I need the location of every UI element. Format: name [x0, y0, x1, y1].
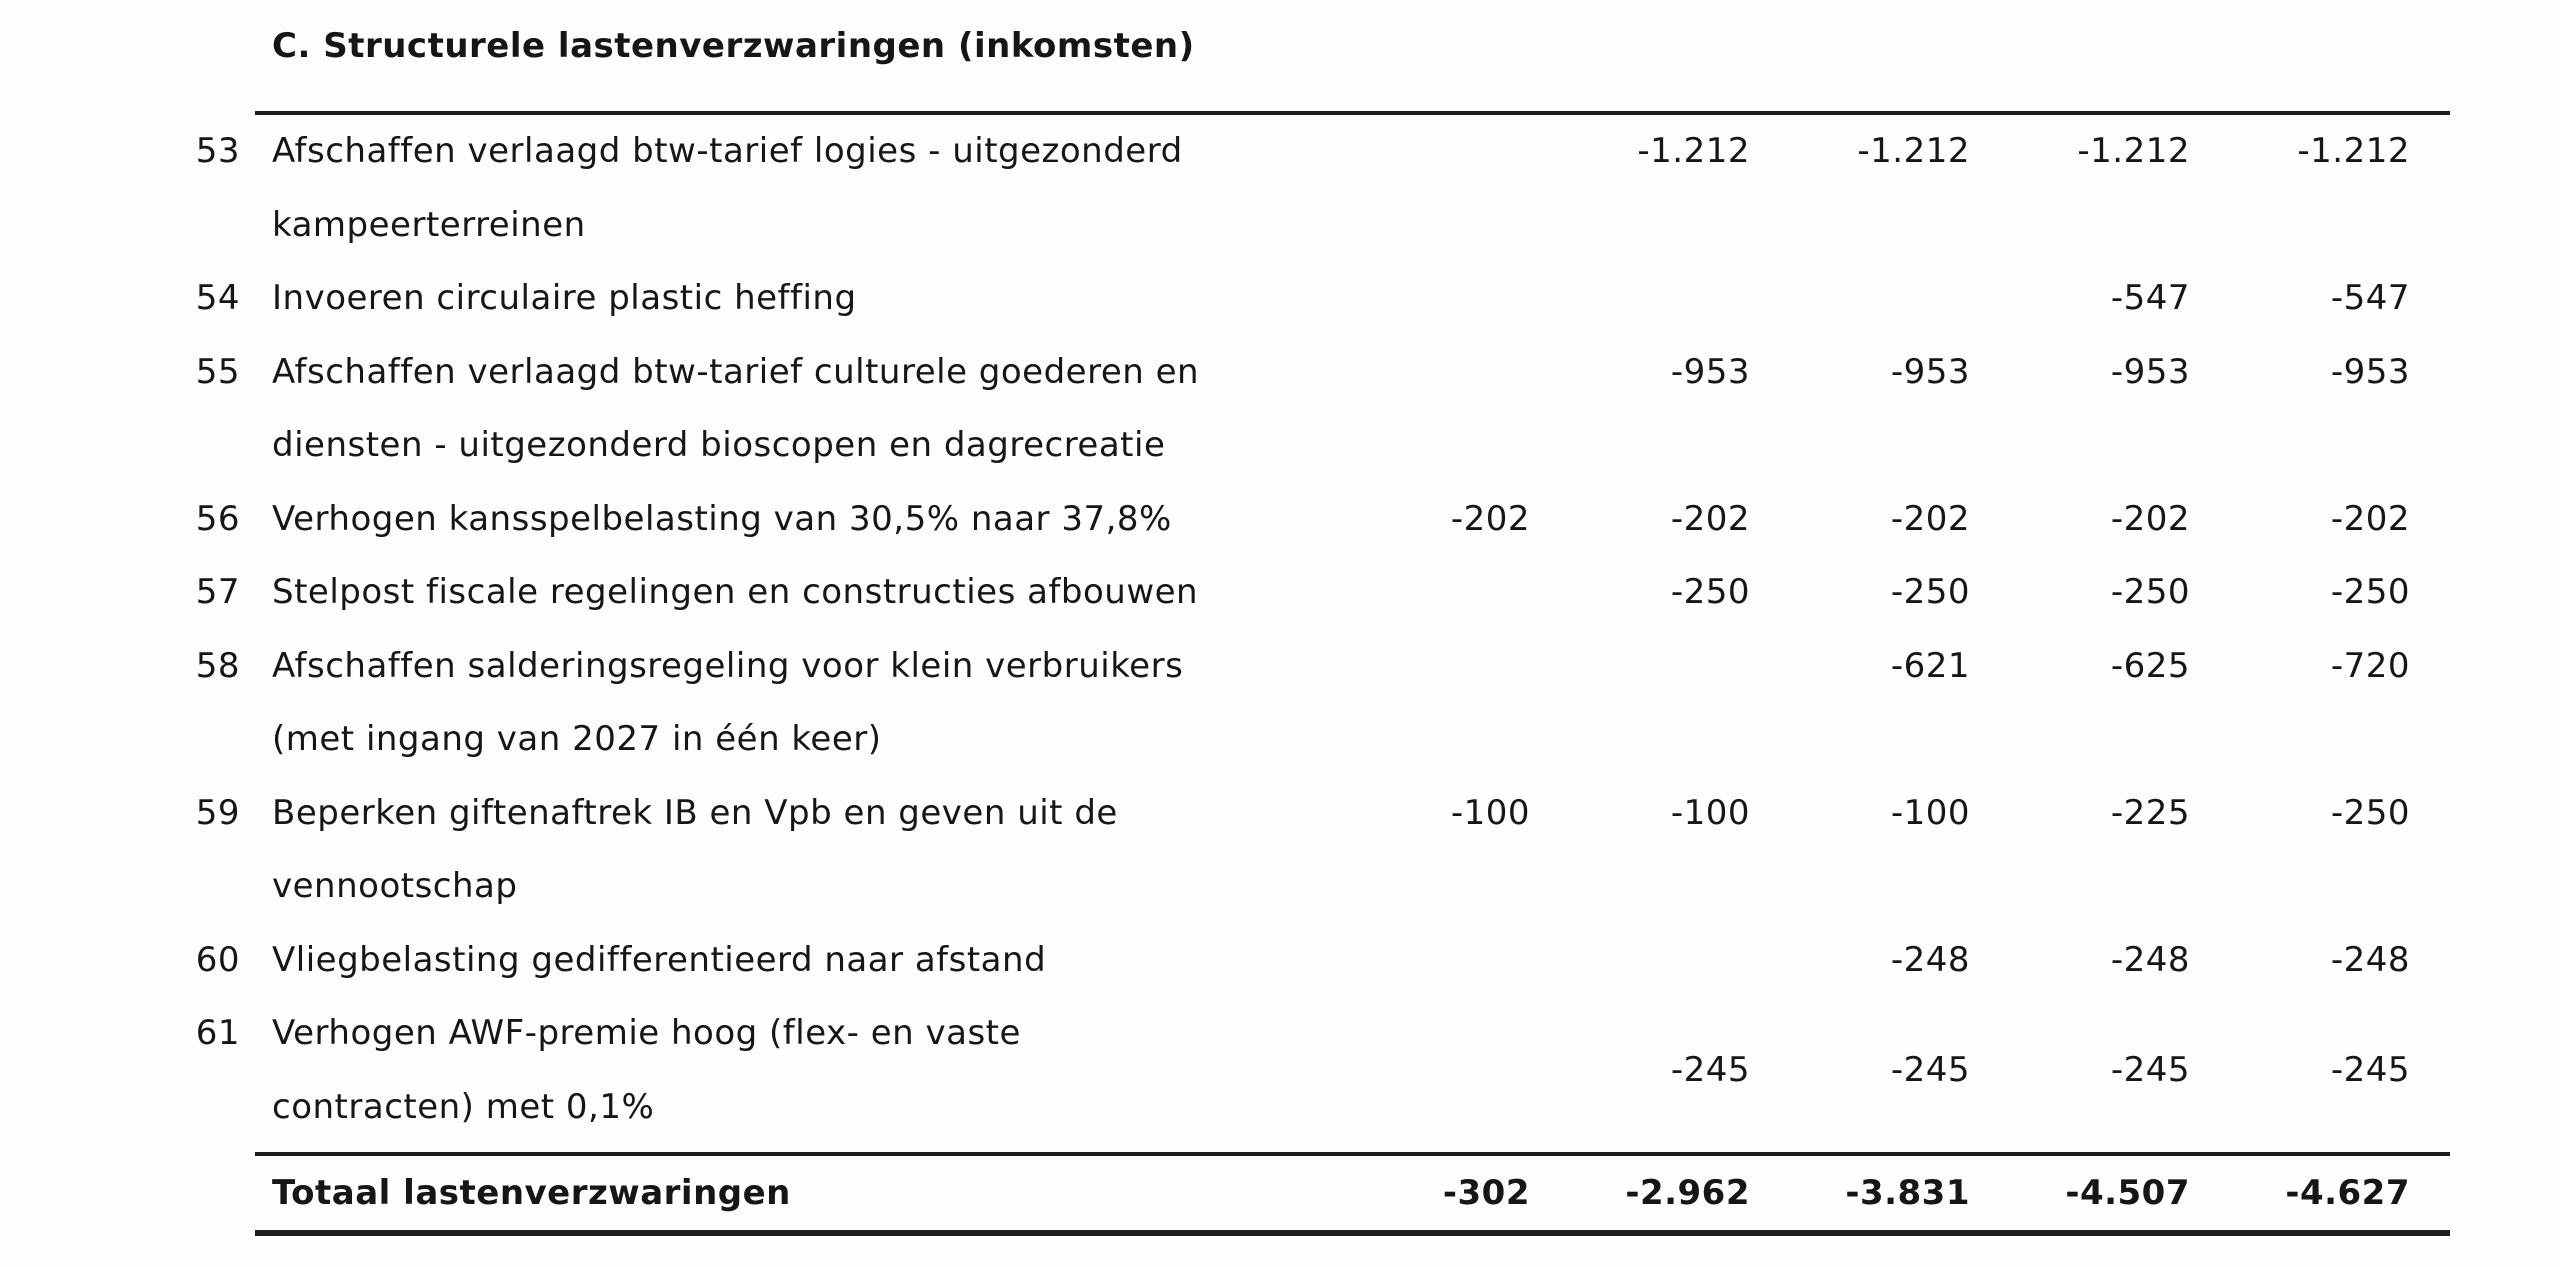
header-rule [255, 111, 2450, 115]
value-cell: -1.212 [1637, 131, 1750, 171]
table-row-59: 59 Beperken giftenaftrek IB en Vpb en ge… [190, 777, 2450, 924]
value-cell: -100 [1890, 792, 1970, 833]
description-line: Beperken giftenaftrek IB en Vpb en geven… [272, 792, 1118, 833]
row-number: 57 [195, 572, 240, 612]
description-line: kampeerterreinen [272, 204, 586, 245]
value-cell: -250 [2330, 572, 2410, 612]
table-row-58: 58 Afschaffen salderingsregeling voor kl… [190, 630, 2450, 777]
value-cell: -547 [2110, 278, 2190, 318]
budget-table: 53 Afschaffen verlaagd btw-tarief logies… [190, 115, 2450, 1144]
table-row-57: 57 Stelpost fiscale regelingen en constr… [190, 556, 2450, 630]
value-cell: -953 [1670, 351, 1750, 392]
row-description: Afschaffen verlaagd btw-tarief culturele… [272, 336, 1350, 483]
value-cell: -248 [2110, 939, 2190, 980]
total-value: -4.627 [2285, 1173, 2410, 1213]
value-cell: -202 [2110, 498, 2190, 539]
value-cell: -202 [1450, 498, 1530, 539]
description-line: Verhogen AWF-premie hoog (flex- en vaste [272, 1013, 1021, 1053]
row-description: Verhogen AWF-premie hoog (flex- en vaste… [272, 997, 1350, 1144]
value-cell: -248 [2330, 939, 2410, 980]
value-cell: -1.212 [1857, 131, 1970, 171]
row-description: Beperken giftenaftrek IB en Vpb en geven… [272, 777, 1350, 924]
value-cell: -248 [1890, 939, 1970, 980]
total-value: -4.507 [2065, 1173, 2190, 1213]
row-description: Invoeren circulaire plastic heffing [272, 262, 1350, 336]
description-line: Afschaffen verlaagd btw-tarief culturele… [272, 351, 1200, 392]
row-description: Stelpost fiscale regelingen en construct… [272, 556, 1350, 630]
row-number: 58 [195, 645, 240, 686]
table-row-61: 61 Verhogen AWF-premie hoog (flex- en va… [190, 997, 2450, 1144]
description-line: Verhogen kansspelbelasting van 30,5% naa… [272, 498, 1172, 539]
description-line: Invoeren circulaire plastic heffing [272, 278, 857, 318]
row-number: 61 [195, 1013, 240, 1053]
value-cell: -547 [2330, 278, 2410, 318]
description-line: Afschaffen salderingsregeling voor klein… [272, 645, 1184, 686]
total-value: -3.831 [1845, 1173, 1970, 1213]
value-cell: -953 [2330, 351, 2410, 392]
value-cell: -250 [2110, 572, 2190, 612]
value-cell: -100 [1670, 792, 1750, 833]
table-bottom-rule [255, 1230, 2450, 1236]
value-cell: -202 [1890, 498, 1970, 539]
row-number: 56 [195, 498, 240, 539]
row-description: Verhogen kansspelbelasting van 30,5% naa… [272, 483, 1350, 557]
description-line: Stelpost fiscale regelingen en construct… [272, 572, 1199, 612]
total-row: Totaal lastenverzwaringen -302 -2.962 -3… [190, 1156, 2450, 1230]
value-cell: -1.212 [2297, 131, 2410, 171]
description-line: diensten - uitgezonderd bioscopen en dag… [272, 425, 1166, 465]
row-number: 55 [195, 351, 240, 392]
description-line: (met ingang van 2027 in één keer) [272, 719, 882, 759]
row-number: 53 [195, 131, 240, 171]
value-cell: -202 [2330, 498, 2410, 539]
row-description: Afschaffen salderingsregeling voor klein… [272, 630, 1350, 777]
table-content: C. Structurele lastenverzwaringen (inkom… [190, 0, 2450, 1236]
total-value: -2.962 [1625, 1173, 1750, 1213]
value-cell: -100 [1450, 792, 1530, 833]
value-cell: -250 [1670, 572, 1750, 612]
description-line: Vliegbelasting gedifferentieerd naar afs… [272, 939, 1047, 980]
value-cell: -250 [1890, 572, 1970, 612]
row-description: Afschaffen verlaagd btw-tarief logies - … [272, 115, 1350, 262]
section-title: C. Structurele lastenverzwaringen (inkom… [272, 26, 1195, 66]
value-cell: -245 [1890, 1049, 1970, 1090]
value-cell: -953 [1890, 351, 1970, 392]
row-number: 59 [195, 792, 240, 833]
value-cell: -245 [1670, 1049, 1750, 1090]
value-cell: -225 [2110, 792, 2190, 833]
description-line: Afschaffen verlaagd btw-tarief logies - … [272, 131, 1183, 171]
total-top-rule [255, 1152, 2450, 1156]
total-label: Totaal lastenverzwaringen [272, 1173, 791, 1213]
table-row-60: 60 Vliegbelasting gedifferentieerd naar … [190, 924, 2450, 998]
value-cell: -202 [1670, 498, 1750, 539]
value-cell: -720 [2330, 645, 2410, 686]
value-cell: -250 [2330, 792, 2410, 833]
row-number: 60 [195, 939, 240, 980]
description-line: vennootschap [272, 866, 518, 906]
total-value: -302 [1442, 1173, 1530, 1213]
value-cell: -625 [2110, 645, 2190, 686]
table-row-54: 54 Invoeren circulaire plastic heffing -… [190, 262, 2450, 336]
table-row-55: 55 Afschaffen verlaagd btw-tarief cultur… [190, 336, 2450, 483]
table-row-56: 56 Verhogen kansspelbelasting van 30,5% … [190, 483, 2450, 557]
description-line: contracten) met 0,1% [272, 1086, 655, 1127]
value-cell: -621 [1890, 645, 1970, 686]
value-cell: -1.212 [2077, 131, 2190, 171]
value-cell: -245 [2330, 1049, 2410, 1090]
value-cell: -953 [2110, 351, 2190, 392]
table-row-53: 53 Afschaffen verlaagd btw-tarief logies… [190, 115, 2450, 262]
value-cell: -245 [2110, 1049, 2190, 1090]
row-number: 54 [195, 278, 240, 318]
row-description: Vliegbelasting gedifferentieerd naar afs… [272, 924, 1350, 998]
